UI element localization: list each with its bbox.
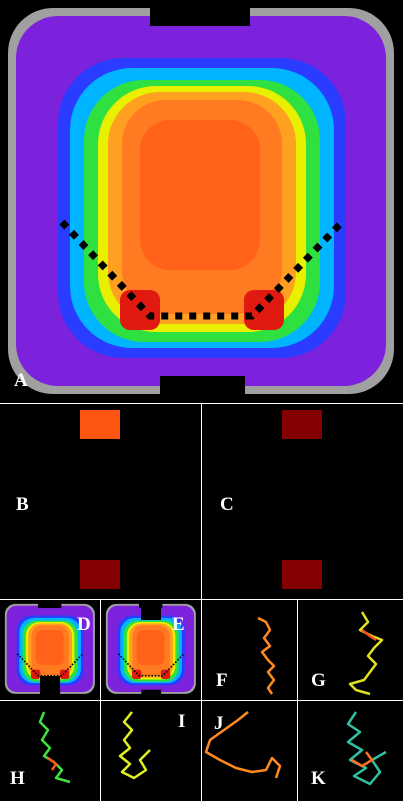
panel-label: J xyxy=(214,713,224,734)
panel-label: K xyxy=(311,768,326,789)
region-b-top xyxy=(80,410,120,439)
panel-label: F xyxy=(216,670,228,691)
trajectory-f xyxy=(257,616,276,695)
trajectory-j xyxy=(204,711,282,779)
panel-label: B xyxy=(16,494,29,515)
panel-label: G xyxy=(311,670,326,691)
trajectory-h2 xyxy=(47,757,58,771)
block-e xyxy=(141,602,161,620)
heatmap-a xyxy=(8,6,394,406)
panel-label: I xyxy=(178,711,185,732)
trajectory-i xyxy=(118,711,151,780)
trajectory-g2 xyxy=(361,629,377,642)
panel-label: C xyxy=(220,494,234,515)
region-c-top xyxy=(282,410,322,439)
panel-label: H xyxy=(10,768,25,789)
trajectory-k xyxy=(346,711,387,786)
trajectory-g xyxy=(348,611,384,696)
region-c-bottom xyxy=(282,560,322,589)
panel-label: D xyxy=(77,614,91,635)
panel-label: A xyxy=(14,370,28,391)
block-d xyxy=(40,676,60,696)
region-b-bottom xyxy=(80,560,120,589)
panel-label: E xyxy=(172,614,185,635)
trajectory-h xyxy=(38,711,71,784)
trajectory-k2 xyxy=(351,751,374,768)
